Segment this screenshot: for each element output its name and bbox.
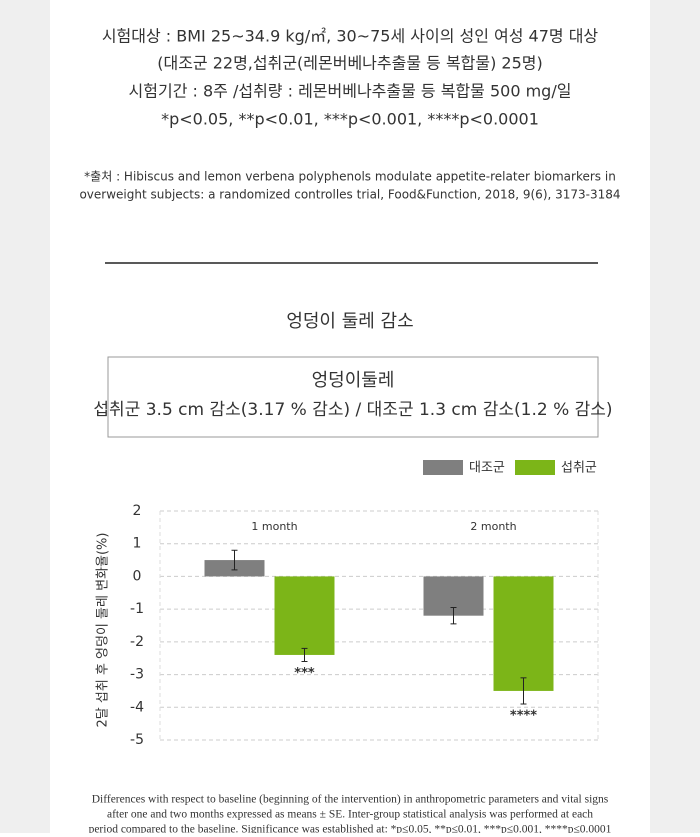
legend-label: 섭취군 xyxy=(561,461,597,476)
footnote-line: after one and two months expressed as me… xyxy=(107,809,593,821)
summary-title: 엉덩이둘레 xyxy=(312,370,395,391)
study-line: 시험기간 : 8주 /섭취량 : 레몬버베나추출물 등 복합물 500 mg/일 xyxy=(129,82,572,101)
y-axis-label: 2달 섭취 후 엉덩이 둘레 변화율(%) xyxy=(96,533,111,728)
chart: 2 1 0 -1 -2 -3 -4 -5 2달 섭취 후 엉덩이 둘레 변화율(%) 1 mont… xyxy=(96,460,599,748)
footnote-line: period compared to the baseline. Signifi… xyxy=(89,824,612,833)
y-tick-label: -1 xyxy=(130,601,144,617)
study-line: 시험대상 : BMI 25~34.9 kg/㎡, 30~75세 사이의 성인 여… xyxy=(102,27,599,46)
y-tick-label: 2 xyxy=(133,503,142,519)
error-bar xyxy=(520,677,527,705)
y-tick-label: -2 xyxy=(130,634,144,650)
error-bar xyxy=(301,647,308,662)
significance-label: **** xyxy=(510,709,537,724)
legend-swatch xyxy=(423,460,463,475)
source-line: *출처 : Hibiscus and lemon verbena polyphe… xyxy=(84,170,616,184)
error-bar xyxy=(231,549,238,571)
bar xyxy=(274,576,335,655)
significance-label: *** xyxy=(294,666,315,681)
study-line: *p<0.05, **p<0.01, ***p<0.001, ****p<0.0… xyxy=(161,110,539,129)
footnote-line: Differences with respect to baseline (be… xyxy=(92,794,609,806)
category-label: 1 month xyxy=(251,520,297,533)
study-line: (대조군 22명,섭취군(레몬버베나추출물 등 복합물) 25명) xyxy=(157,54,543,73)
summary-text: 섭취군 3.5 cm 감소(3.17 % 감소) / 대조군 1.3 cm 감소… xyxy=(93,400,612,420)
error-bar xyxy=(450,607,457,625)
y-tick-label: 0 xyxy=(133,568,142,584)
legend-swatch xyxy=(515,460,555,475)
y-tick-label: 1 xyxy=(133,536,142,552)
y-tick-label: -3 xyxy=(130,667,144,683)
y-tick-label: -4 xyxy=(130,699,144,715)
panel xyxy=(50,0,650,833)
summary-box xyxy=(107,356,599,438)
y-tick-label: -5 xyxy=(130,732,144,748)
source-line: overweight subjects: a randomized contro… xyxy=(79,188,620,202)
category-label: 2 month xyxy=(470,520,516,533)
legend-label: 대조군 xyxy=(469,461,505,476)
heading: 엉덩이 둘레 감소 xyxy=(286,311,413,332)
bar xyxy=(493,576,554,691)
